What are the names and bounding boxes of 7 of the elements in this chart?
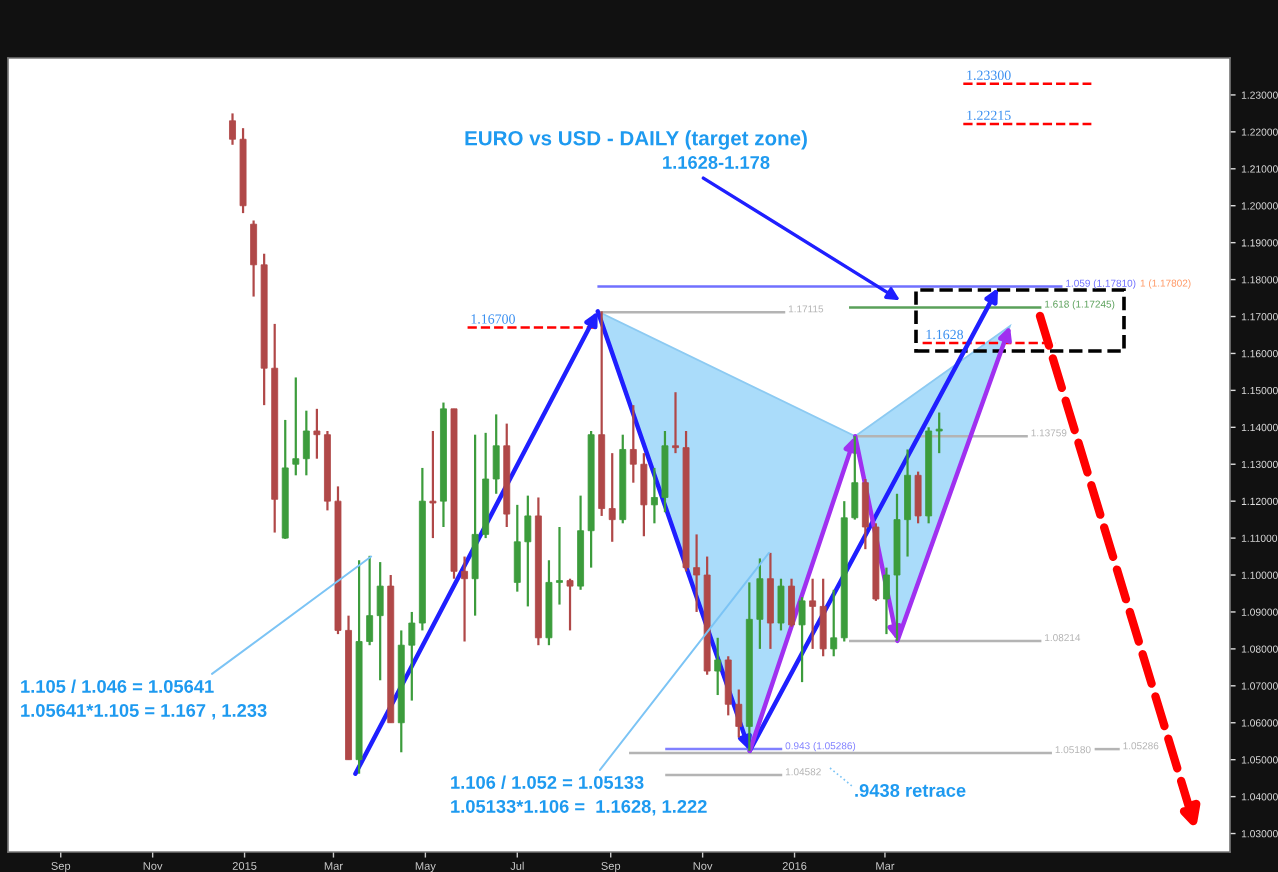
annotation: 1.105 / 1.046 = 1.05641 bbox=[21, 679, 214, 694]
annotation: 1.1628-1.178 bbox=[663, 155, 770, 169]
text: EURO vs USD - DAILY (target zone) bbox=[465, 130, 807, 150]
annotation: 1.05133*1.106 = 1.1628, 1.222 bbox=[451, 799, 707, 816]
annotation: .9438 retrace bbox=[855, 783, 966, 797]
annotation: 1.05641*1.105 = 1.167 , 1.233 bbox=[21, 703, 267, 720]
annotation: 1.106 / 1.052 = 1.05133 bbox=[451, 775, 644, 790]
